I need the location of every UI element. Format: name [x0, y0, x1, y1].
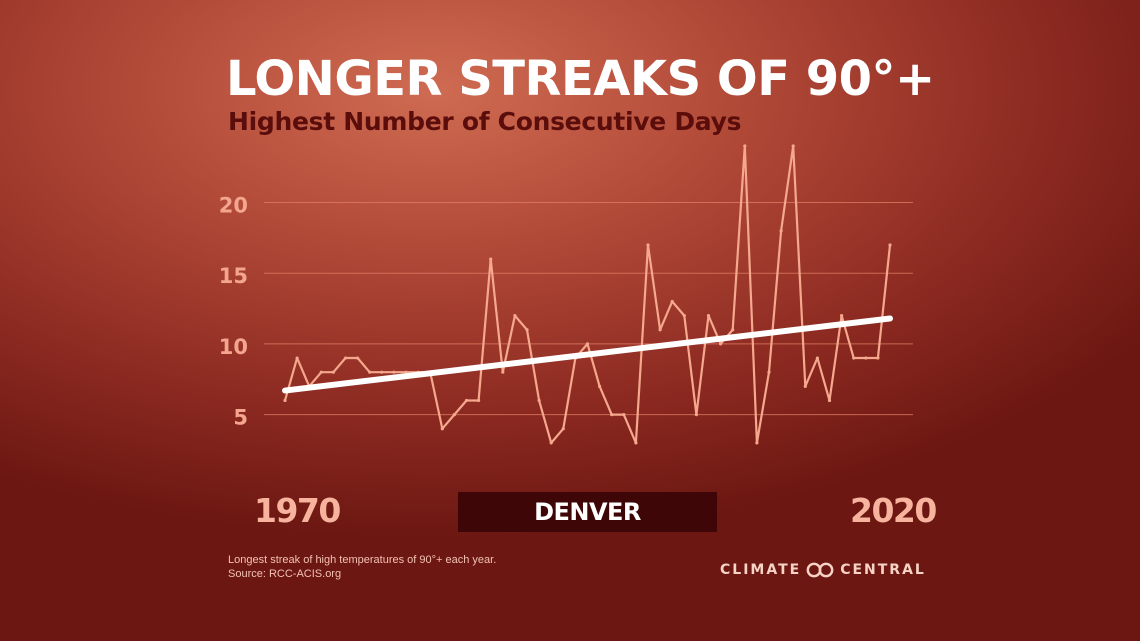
- data-point-2006: [719, 342, 723, 346]
- data-point-1999: [634, 441, 638, 445]
- data-point-2013: [803, 384, 807, 388]
- data-point-2010: [767, 370, 771, 374]
- data-point-1989: [513, 314, 517, 318]
- trend-line: [282, 315, 893, 394]
- logo-text-right: CENTRAL: [840, 562, 926, 578]
- data-point-1973: [319, 370, 323, 374]
- data-point-2015: [827, 398, 832, 403]
- data-point-2020: [888, 243, 892, 247]
- data-point-1986: [477, 398, 481, 403]
- data-point-2005: [706, 314, 711, 318]
- climate-central-logo: CLIMATE CENTRAL: [720, 562, 926, 578]
- data-point-1998: [622, 412, 626, 417]
- data-point-2016: [840, 314, 844, 318]
- data-point-1988: [501, 370, 505, 374]
- data-point-2018: [864, 356, 868, 360]
- logo-rings-icon: [806, 562, 834, 578]
- data-point-1997: [610, 412, 614, 417]
- city-label-box: DENVER: [458, 492, 717, 532]
- data-point-2007: [731, 328, 735, 332]
- data-point-1975: [343, 356, 348, 360]
- data-point-2004: [694, 412, 699, 417]
- data-point-1977: [368, 370, 372, 374]
- data-point-1991: [537, 398, 541, 403]
- data-point-2008: [743, 144, 747, 148]
- data-point-2001: [658, 328, 662, 332]
- data-point-2012: [791, 144, 795, 148]
- data-point-1978: [380, 370, 384, 374]
- data-point-2002: [670, 299, 674, 304]
- y-tick-label-20: 20: [219, 194, 248, 218]
- source-note: Source: RCC-ACIS.org: [228, 568, 342, 580]
- chart-title: LONGER STREAKS OF 90°+: [226, 51, 935, 107]
- data-point-1987: [489, 257, 493, 261]
- x-axis-start-label: 1970: [254, 491, 341, 530]
- data-point-1979: [392, 370, 396, 374]
- city-label: DENVER: [534, 498, 641, 526]
- data-point-2019: [876, 356, 880, 360]
- series-line-0: [283, 144, 892, 444]
- data-point-1993: [561, 427, 565, 431]
- data-point-1995: [585, 342, 590, 346]
- data-point-2009: [755, 441, 759, 445]
- data-point-1996: [598, 384, 602, 388]
- data-point-2003: [682, 314, 686, 318]
- y-tick-label-15: 15: [219, 264, 248, 288]
- chart-subtitle: Highest Number of Consecutive Days: [228, 107, 742, 136]
- data-point-2017: [852, 356, 856, 360]
- logo-text-left: CLIMATE: [720, 562, 802, 578]
- data-point-1980: [404, 370, 408, 374]
- data-point-1971: [295, 356, 299, 360]
- data-point-1992: [549, 441, 553, 445]
- data-point-1990: [525, 328, 529, 332]
- y-tick-label-10: 10: [219, 335, 248, 359]
- y-tick-label-5: 5: [233, 406, 248, 430]
- data-point-2014: [815, 356, 820, 360]
- x-axis-end-label: 2020: [850, 491, 937, 530]
- data-point-1976: [356, 356, 360, 360]
- data-point-1974: [331, 370, 335, 374]
- data-point-2000: [646, 243, 650, 247]
- data-point-1983: [440, 427, 444, 431]
- data-point-2011: [779, 229, 783, 233]
- data-point-1985: [464, 398, 469, 403]
- data-point-1970: [283, 398, 287, 403]
- footnote: Longest streak of high temperatures of 9…: [228, 554, 497, 566]
- data-point-1984: [452, 412, 456, 417]
